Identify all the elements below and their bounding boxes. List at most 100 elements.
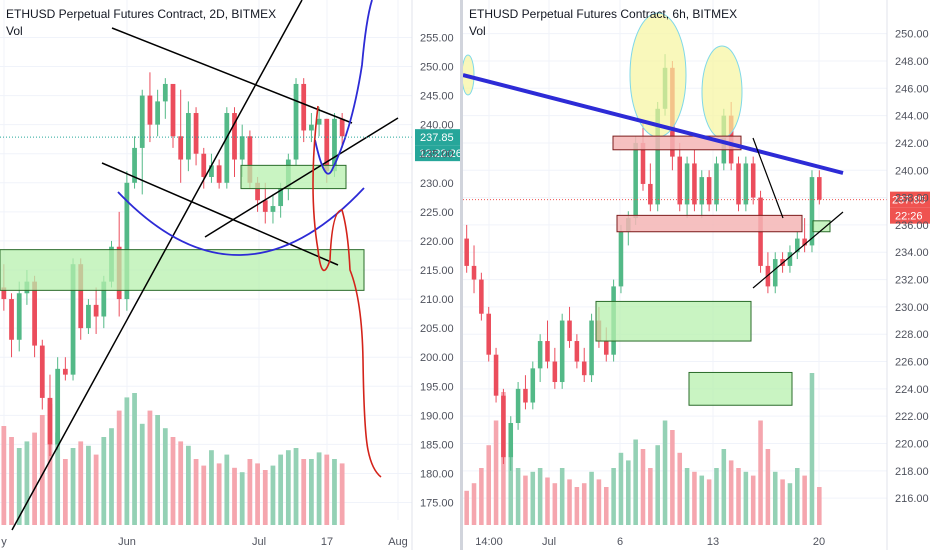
- candle-body: [560, 321, 565, 382]
- right-chart-panel[interactable]: 237.85 22:26 250.00 248.00 246.00 244.00 242.…: [463, 0, 932, 550]
- volume-bar: [132, 393, 137, 525]
- candle-body: [294, 84, 299, 160]
- volume-bar: [224, 455, 229, 525]
- candle-body: [171, 84, 176, 136]
- red-projection-path: [313, 106, 381, 477]
- candle-body: [163, 84, 168, 101]
- price-tick-label: 195.00: [420, 381, 454, 393]
- volume-bar: [271, 466, 276, 525]
- volume-bar: [464, 491, 469, 525]
- volume-bar: [545, 478, 550, 526]
- volume-bar: [1, 426, 6, 525]
- left-price-axis: 255.00250.00245.00240.00235.00230.00225.…: [412, 0, 454, 550]
- candle-body: [545, 341, 550, 361]
- candle-body: [155, 101, 160, 124]
- volume-bar: [575, 487, 580, 525]
- candle-body: [707, 177, 712, 204]
- volume-bar: [641, 449, 646, 525]
- volume-bar: [109, 428, 114, 525]
- candle-body: [633, 143, 638, 218]
- volume-bar: [626, 460, 631, 525]
- price-tick-label: 242.00: [895, 138, 929, 150]
- price-tick-label: 216.00: [895, 493, 929, 505]
- time-tick-label: Jul: [252, 536, 266, 548]
- price-tick-label: 246.00: [895, 83, 929, 95]
- last-price-value: 237.85: [420, 132, 454, 144]
- volume-bar: [217, 463, 222, 525]
- candle-body: [201, 154, 206, 177]
- volume-bar: [604, 487, 609, 525]
- candle-body: [9, 299, 14, 340]
- volume-bar: [810, 373, 815, 525]
- volume-bar: [209, 450, 214, 525]
- volume-bar: [553, 483, 558, 525]
- left-chart-panel[interactable]: 237.85 12:22:26 255.00 250.00 245.00 240.00 2…: [0, 0, 460, 550]
- volume-bar: [582, 483, 587, 525]
- candle-body: [40, 346, 45, 398]
- volume-bar: [124, 397, 129, 525]
- price-tick-label: 224.00: [895, 384, 929, 396]
- blue-projection-curve: [315, 0, 372, 174]
- candle-body: [178, 136, 183, 159]
- volume-bar: [531, 472, 536, 525]
- candle-body: [186, 113, 191, 160]
- volume-bar: [788, 483, 793, 525]
- price-tick-label: 220.00: [420, 236, 454, 248]
- candle-body: [309, 125, 314, 131]
- candle-body: [516, 389, 521, 423]
- right-chart-canvas[interactable]: 237.85 22:26 250.00 248.00 246.00 244.00 242.…: [463, 0, 932, 550]
- volume-bar: [714, 468, 719, 525]
- volume-bar: [633, 440, 638, 526]
- candle-body: [94, 305, 99, 317]
- volume-bar: [340, 463, 345, 525]
- price-tick-label: 236.00: [895, 220, 929, 232]
- price-tick-label: 190.00: [420, 410, 454, 422]
- volume-bar: [523, 476, 528, 525]
- time-tick-label: y: [1, 536, 7, 548]
- left-drawings: 237.8512:22:26: [0, 0, 460, 530]
- candle-body: [685, 163, 690, 204]
- candle-body: [32, 282, 37, 346]
- price-tick-label: 240.00: [895, 165, 929, 177]
- candle-body: [464, 239, 469, 266]
- volume-bar: [332, 459, 337, 525]
- volume-bar: [101, 437, 106, 525]
- volume-bar: [663, 421, 668, 526]
- time-tick-label: Jul: [542, 536, 556, 548]
- candle-body: [48, 398, 53, 445]
- price-tick-label: 240.00: [420, 120, 454, 132]
- candle-body: [575, 341, 580, 361]
- candle-body: [140, 96, 145, 148]
- candle-body: [17, 293, 22, 340]
- price-tick-label: 234.00: [895, 247, 929, 259]
- time-tick-label: 13: [707, 536, 719, 548]
- candle-body: [531, 368, 536, 402]
- candle-body: [301, 84, 306, 131]
- volume-bar: [155, 415, 160, 525]
- volume-bar: [677, 453, 682, 525]
- price-tick-label: 244.00: [895, 111, 929, 123]
- price-tick-label: 235.00: [420, 149, 454, 161]
- price-tick-label: 250.00: [420, 62, 454, 74]
- price-tick-label: 230.00: [420, 178, 454, 190]
- price-tick-label: 185.00: [420, 439, 454, 451]
- candle-body: [788, 252, 793, 266]
- volume-bar: [248, 459, 253, 525]
- left-volume-label: Vol: [6, 24, 23, 38]
- volume-bar: [744, 472, 749, 525]
- volume-bar: [707, 479, 712, 525]
- candle-body: [589, 321, 594, 376]
- volume-bar: [619, 453, 624, 525]
- candle-body: [677, 157, 682, 205]
- candle-body: [714, 163, 719, 204]
- time-tick-label: 6: [617, 536, 623, 548]
- candle-body: [55, 369, 60, 445]
- volume-bar: [32, 433, 37, 525]
- volume-bar: [148, 411, 153, 525]
- price-tick-label: 238.00: [895, 193, 929, 205]
- volume-bar: [589, 472, 594, 525]
- volume-bar: [163, 428, 168, 525]
- volume-bar: [240, 472, 245, 525]
- volume-bar: [692, 472, 697, 525]
